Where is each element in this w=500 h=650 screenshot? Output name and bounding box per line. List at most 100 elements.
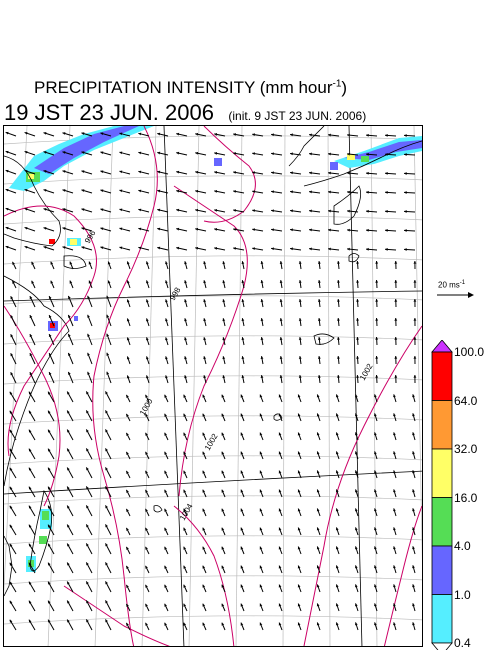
colorbar-over-triangle [431, 340, 453, 353]
wind-vector-head [106, 352, 110, 356]
wind-vector-head [366, 247, 369, 251]
wind-vector-head [195, 227, 199, 231]
wind-vector-head [195, 189, 199, 193]
wind-vector-head [119, 227, 123, 231]
wind-vector-head [240, 622, 244, 626]
wind-vector-head [86, 505, 89, 509]
wind-vector-head [413, 318, 417, 321]
wind-vector-head [29, 334, 33, 338]
isobar-line [63, 585, 170, 646]
wind-vector-head [366, 152, 369, 156]
parallel-line [4, 175, 422, 185]
wind-vector-head [100, 208, 104, 212]
wind-vector-head [241, 337, 245, 341]
wind-vector-head [316, 508, 320, 512]
wind-vector-head [184, 280, 187, 284]
wind-vector-head [203, 299, 207, 303]
rain-cell-yellow [347, 154, 355, 160]
wind-vector-head [335, 432, 339, 436]
wind-vector-head [48, 448, 51, 452]
wind-vector-head [43, 246, 47, 249]
wind-vector-head [297, 565, 301, 569]
colorbar-level-label: 4.0 [454, 539, 471, 553]
wind-vector-head [375, 375, 379, 378]
isobar-contours [4, 126, 422, 646]
coastline-segment [333, 185, 362, 225]
wind-vector-head [221, 470, 225, 474]
wind-vector-head [335, 413, 339, 417]
wind-vector-head [413, 299, 417, 302]
wind-vector-head [62, 246, 66, 249]
wind-vector-head [298, 337, 302, 340]
rain-cell-green [42, 511, 49, 520]
wind-vector-head [412, 584, 415, 588]
wind-vector-head [88, 261, 92, 265]
coastline-segment [313, 333, 335, 345]
wind-vector-head [126, 375, 130, 379]
map-title: PRECIPITATION INTENSITY (mm hour-1) [34, 78, 347, 98]
coastlines [4, 126, 422, 597]
wind-vector-head [394, 318, 398, 321]
wind-vector-head [297, 508, 301, 512]
latitude-30-line [4, 290, 422, 302]
wind-vector-head [214, 246, 218, 250]
wind-vector-head [106, 295, 110, 299]
wind-vector-head [105, 486, 108, 490]
wind-vector-head [252, 209, 255, 213]
wind-vector-head [221, 394, 225, 398]
wind-vector-head [48, 619, 51, 623]
wind-vector-head [9, 581, 13, 585]
wind-vector-head [105, 448, 108, 452]
wind-vector-head [67, 486, 70, 490]
wind-vector-head [393, 546, 396, 550]
rain-cell-red [49, 239, 55, 244]
wind-vector-head [290, 228, 293, 232]
wind-vector-head [81, 151, 85, 155]
wind-vector-head [202, 584, 206, 588]
wind-vector-head [297, 584, 301, 588]
wind-vector-head [28, 619, 32, 623]
wind-vector-head [62, 227, 66, 230]
wind-vector-head [374, 546, 377, 550]
coastline-segment [348, 253, 360, 263]
wind-vector-head [278, 394, 282, 398]
wind-vector-head [105, 524, 108, 528]
wind-vector-head [259, 451, 263, 455]
wind-vector-head [279, 337, 283, 340]
wind-vector-head [164, 451, 168, 455]
wind-vector-head [183, 432, 187, 436]
wind-vector-head [393, 622, 396, 626]
colorbar-level-label: 100.0 [454, 345, 485, 359]
wind-vector-head [404, 153, 407, 156]
wind-vector-head [48, 581, 51, 585]
wind-vector-head [412, 508, 415, 512]
wind-vector-head [176, 208, 180, 212]
wind-vector-head [252, 247, 255, 251]
wind-vector-head [328, 152, 331, 156]
wind-vector-head [328, 209, 331, 213]
wind-vector-head [43, 208, 47, 211]
wind-vector-head [317, 337, 321, 340]
wind-vector-head [126, 584, 129, 588]
wind-vector-head [366, 171, 369, 175]
wind-vector-head [86, 486, 89, 490]
wind-vector-head [164, 508, 168, 512]
wind-vector-head [164, 489, 168, 493]
parallel-line [4, 375, 422, 385]
wind-vector-head [48, 315, 52, 319]
meridian-line [141, 126, 157, 646]
wind-vector-head [67, 467, 70, 471]
wind-vector-head [317, 299, 321, 302]
wind-vector-head [385, 247, 388, 251]
wind-vector-head [145, 470, 148, 474]
colorbar-segment [431, 351, 453, 401]
wind-vector-head [62, 132, 66, 135]
wind-vector-head [404, 210, 407, 213]
wind-vector-head [328, 133, 331, 137]
wind-vector-head [126, 432, 129, 436]
wind-vector-head [393, 603, 396, 607]
wind-vector-head [297, 603, 301, 607]
wind-vector-head [48, 334, 52, 338]
wind-vector-head [165, 280, 168, 284]
title-close: ) [341, 78, 348, 97]
